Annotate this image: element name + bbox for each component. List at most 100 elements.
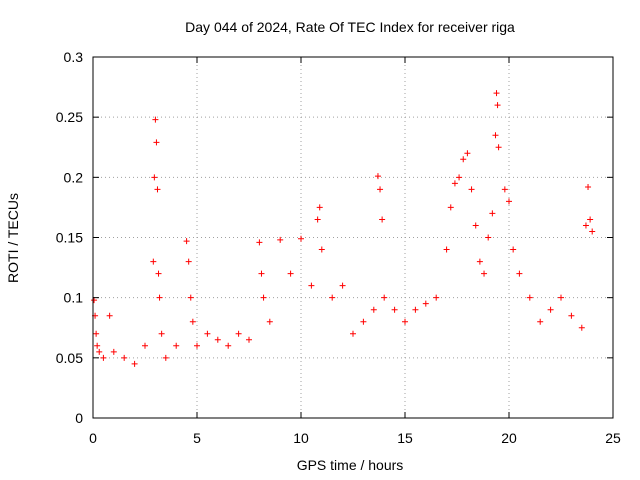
data-point bbox=[131, 360, 138, 367]
data-point bbox=[481, 270, 488, 277]
data-point bbox=[329, 294, 336, 301]
data-point bbox=[379, 216, 386, 223]
data-point bbox=[526, 294, 533, 301]
data-point bbox=[246, 336, 252, 343]
data-point bbox=[173, 342, 180, 349]
data-point bbox=[494, 102, 501, 109]
x-axis-label: GPS time / hours bbox=[297, 457, 404, 473]
data-point bbox=[472, 222, 479, 229]
grid bbox=[93, 57, 613, 418]
data-point bbox=[194, 342, 200, 349]
x-tick-label: 5 bbox=[193, 430, 201, 446]
data-point bbox=[391, 306, 398, 313]
data-point bbox=[314, 216, 321, 223]
data-point bbox=[121, 354, 128, 361]
data-point bbox=[374, 173, 381, 180]
data-point bbox=[266, 318, 273, 325]
y-tick-label: 0.3 bbox=[64, 49, 84, 65]
chart-title: Day 044 of 2024, Rate Of TEC Index for r… bbox=[185, 19, 515, 35]
data-point bbox=[189, 318, 196, 325]
data-point bbox=[443, 246, 450, 253]
y-tick-label: 0.2 bbox=[64, 169, 84, 185]
y-tick-label: 0 bbox=[75, 410, 83, 426]
data-point bbox=[589, 228, 596, 235]
data-point bbox=[214, 336, 221, 343]
data-point bbox=[110, 348, 117, 355]
data-point bbox=[456, 174, 463, 181]
data-point bbox=[287, 270, 294, 277]
data-point bbox=[492, 132, 499, 139]
data-point bbox=[578, 324, 585, 331]
data-point bbox=[152, 116, 159, 123]
data-point bbox=[277, 236, 284, 243]
x-tick-label: 20 bbox=[501, 430, 517, 446]
data-point bbox=[558, 294, 564, 301]
y-tick-label: 0.15 bbox=[56, 230, 83, 246]
data-point bbox=[370, 306, 377, 313]
data-point bbox=[100, 354, 107, 361]
data-point bbox=[151, 174, 158, 181]
y-tick-label: 0.1 bbox=[64, 290, 84, 306]
data-point bbox=[493, 90, 500, 97]
x-tick-label: 15 bbox=[397, 430, 413, 446]
data-point bbox=[495, 144, 502, 151]
data-point bbox=[153, 139, 160, 146]
data-point bbox=[162, 354, 169, 361]
data-point bbox=[447, 204, 454, 211]
data-point bbox=[381, 294, 388, 301]
x-tick-label: 25 bbox=[605, 430, 621, 446]
axis-ticks: 0 0.05 0.1 0.15 0.2 0.25 0.3 0 5 10 15 20 25 bbox=[56, 49, 621, 446]
data-point bbox=[360, 318, 367, 325]
data-point bbox=[256, 239, 263, 246]
data-point bbox=[460, 156, 467, 163]
data-point bbox=[547, 306, 554, 313]
x-tick-label: 0 bbox=[89, 430, 97, 446]
data-point bbox=[185, 258, 192, 265]
data-point bbox=[585, 183, 592, 190]
data-point bbox=[155, 270, 162, 277]
data-point bbox=[106, 312, 113, 319]
data-point bbox=[451, 180, 458, 187]
data-point bbox=[402, 318, 408, 325]
data-point bbox=[468, 186, 475, 193]
data-point bbox=[225, 342, 232, 349]
data-point bbox=[489, 210, 496, 217]
data-point bbox=[308, 282, 315, 289]
data-point bbox=[485, 234, 492, 241]
data-point bbox=[339, 282, 346, 289]
data-point bbox=[501, 186, 508, 193]
data-point bbox=[258, 270, 265, 277]
data-point bbox=[183, 238, 190, 245]
data-point bbox=[433, 294, 440, 301]
data-point bbox=[94, 342, 101, 349]
data-point bbox=[187, 294, 194, 301]
data-point bbox=[510, 246, 517, 253]
x-tick-label: 10 bbox=[293, 430, 309, 446]
y-tick-label: 0.25 bbox=[56, 109, 83, 125]
data-point bbox=[260, 294, 267, 301]
data-point bbox=[154, 186, 161, 193]
data-points bbox=[91, 90, 596, 367]
data-point bbox=[412, 306, 419, 313]
data-point bbox=[298, 235, 304, 242]
data-point bbox=[350, 330, 356, 337]
data-point bbox=[516, 270, 523, 277]
data-point bbox=[464, 150, 471, 157]
data-point bbox=[204, 330, 211, 337]
data-point bbox=[235, 330, 242, 337]
data-point bbox=[568, 312, 575, 319]
y-tick-label: 0.05 bbox=[56, 350, 83, 366]
data-point bbox=[422, 300, 429, 307]
data-point bbox=[93, 330, 100, 337]
data-point bbox=[158, 330, 165, 337]
data-point bbox=[156, 294, 163, 301]
data-point bbox=[142, 342, 148, 349]
data-point bbox=[582, 222, 589, 229]
data-point bbox=[506, 198, 512, 205]
data-point bbox=[476, 258, 483, 265]
data-point bbox=[537, 318, 544, 325]
data-point bbox=[96, 348, 103, 355]
data-point bbox=[377, 186, 384, 193]
data-point bbox=[316, 204, 323, 211]
